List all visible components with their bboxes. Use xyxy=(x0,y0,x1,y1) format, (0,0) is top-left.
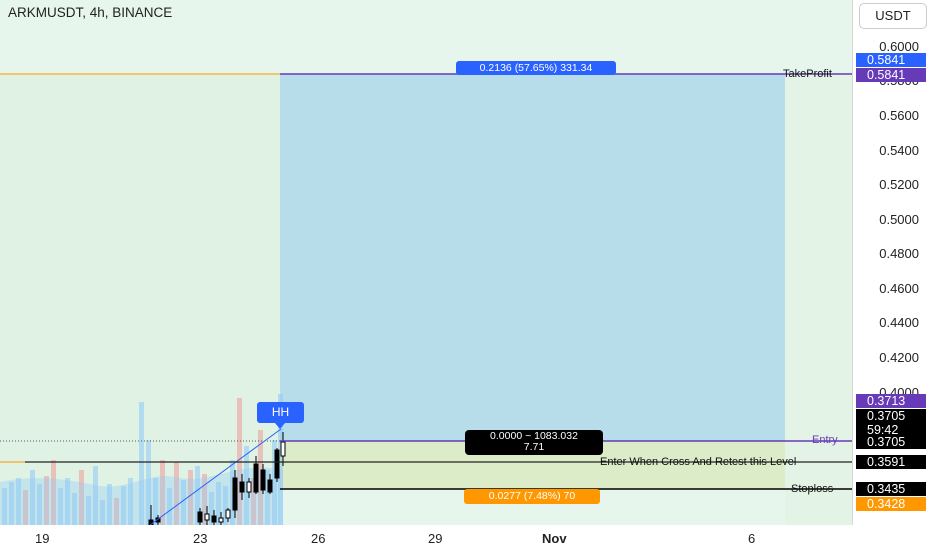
price-tag-tp-blue: 0.5841 xyxy=(856,53,926,67)
time-label: 26 xyxy=(311,531,326,546)
volume-bar xyxy=(16,478,21,525)
price-tick: 0.4200 xyxy=(879,350,919,365)
volume-bar xyxy=(272,440,277,525)
price-tick: 0.5400 xyxy=(879,143,919,158)
volume-bar xyxy=(100,500,105,525)
time-label: Nov xyxy=(542,531,567,546)
chart-drawing xyxy=(0,73,852,525)
entry-pill-line2: 7.71 xyxy=(523,441,545,453)
candle xyxy=(239,481,245,493)
chart-area[interactable]: 0.2136 (57.65%) 331.34 TakeProfit 0.0000… xyxy=(0,0,852,525)
volume-bar xyxy=(44,476,49,525)
volume-bar xyxy=(30,470,35,525)
take-profit-zone[interactable] xyxy=(280,74,785,441)
price-tick: 0.4600 xyxy=(879,281,919,296)
volume-ma-area xyxy=(0,467,283,525)
price-tick: 0.6000 xyxy=(879,39,919,54)
volume-bar xyxy=(202,474,207,525)
price-tag-orange: 0.3428 xyxy=(856,497,926,511)
volume-bar xyxy=(72,493,77,525)
price-tick: 0.5600 xyxy=(879,108,919,123)
volume-bar xyxy=(107,484,112,525)
countdown-timer: 59:42 xyxy=(867,423,899,437)
volume-bar xyxy=(37,484,42,525)
stoploss-label: Stoploss xyxy=(791,483,834,495)
candle xyxy=(267,479,273,493)
volume-bar xyxy=(160,460,165,525)
volume-bar xyxy=(128,478,133,525)
price-tick: 0.5200 xyxy=(879,177,919,192)
hh-trend-line xyxy=(149,428,282,525)
last-price-value: 0.3705 xyxy=(867,409,906,423)
time-label: 23 xyxy=(193,531,208,546)
volume-bar xyxy=(278,394,283,525)
volume-bar xyxy=(174,462,179,525)
price-tag-tp-purple: 0.5841 xyxy=(856,68,926,82)
volume-bar xyxy=(139,402,144,525)
volume-bar xyxy=(58,488,63,525)
volume-bar xyxy=(188,470,193,525)
currency-button[interactable]: USDT xyxy=(859,3,927,29)
candle xyxy=(246,481,252,493)
volume-bar xyxy=(146,440,151,525)
chart-title: ARKMUSDT, 4h, BINANCE xyxy=(8,5,173,20)
volume-bar xyxy=(181,480,186,525)
volume-bar xyxy=(65,478,70,525)
volume-bar xyxy=(23,490,28,525)
price-tag-retest: 0.3591 xyxy=(856,455,926,469)
volume-bar xyxy=(114,498,119,525)
volume-bar xyxy=(216,482,221,525)
entry-label: Entry xyxy=(812,434,838,446)
volume-bar xyxy=(153,478,158,525)
candle xyxy=(232,477,238,511)
volume-bar xyxy=(2,488,7,525)
candle xyxy=(218,517,224,523)
candle xyxy=(225,509,231,519)
take-profit-pill: 0.2136 (57.65%) 331.34 xyxy=(456,61,616,75)
time-label: 29 xyxy=(428,531,443,546)
candle xyxy=(253,463,259,493)
take-profit-label: TakeProfit xyxy=(783,68,832,80)
volume-bar xyxy=(121,486,126,525)
volume-bar xyxy=(51,460,56,525)
candle xyxy=(204,513,210,521)
price-tag-entry: 0.3705 xyxy=(856,435,926,449)
volume-bar xyxy=(251,478,256,525)
volume-bar xyxy=(93,466,98,525)
volume-bar xyxy=(79,470,84,525)
price-tag-purple: 0.3713 xyxy=(856,394,926,408)
volume-bar xyxy=(223,486,228,525)
price-tag-stoploss: 0.3435 xyxy=(856,482,926,496)
hh-label[interactable]: HH xyxy=(257,402,304,423)
candle xyxy=(280,441,286,457)
candle xyxy=(211,515,217,523)
price-tick: 0.4400 xyxy=(879,315,919,330)
stoploss-pill: 0.0277 (7.48%) 70 xyxy=(464,489,600,504)
time-label: 6 xyxy=(748,531,756,546)
volume-bar xyxy=(209,492,214,525)
candle xyxy=(274,449,280,479)
entry-pill-line1: 0.0000 ~ 1083.032 xyxy=(490,430,578,442)
price-tag-last: 0.3705 59:42 xyxy=(856,409,926,437)
volume-bar xyxy=(265,470,270,525)
candle xyxy=(260,469,266,491)
volume-bar xyxy=(9,482,14,525)
time-axis[interactable]: 19 23 26 29 Nov 6 xyxy=(0,525,932,550)
retest-label: Enter When Cross And Retest this Level xyxy=(600,456,797,468)
volume-bar xyxy=(167,488,172,525)
volume-bar xyxy=(86,496,91,525)
volume-bar xyxy=(195,466,200,525)
price-tick: 0.5000 xyxy=(879,212,919,227)
candle xyxy=(197,511,203,523)
right-green-zone xyxy=(785,74,852,525)
entry-pill: 0.0000 ~ 1083.032 7.71 xyxy=(465,430,603,455)
price-tick: 0.4800 xyxy=(879,246,919,261)
time-label: 19 xyxy=(35,531,50,546)
